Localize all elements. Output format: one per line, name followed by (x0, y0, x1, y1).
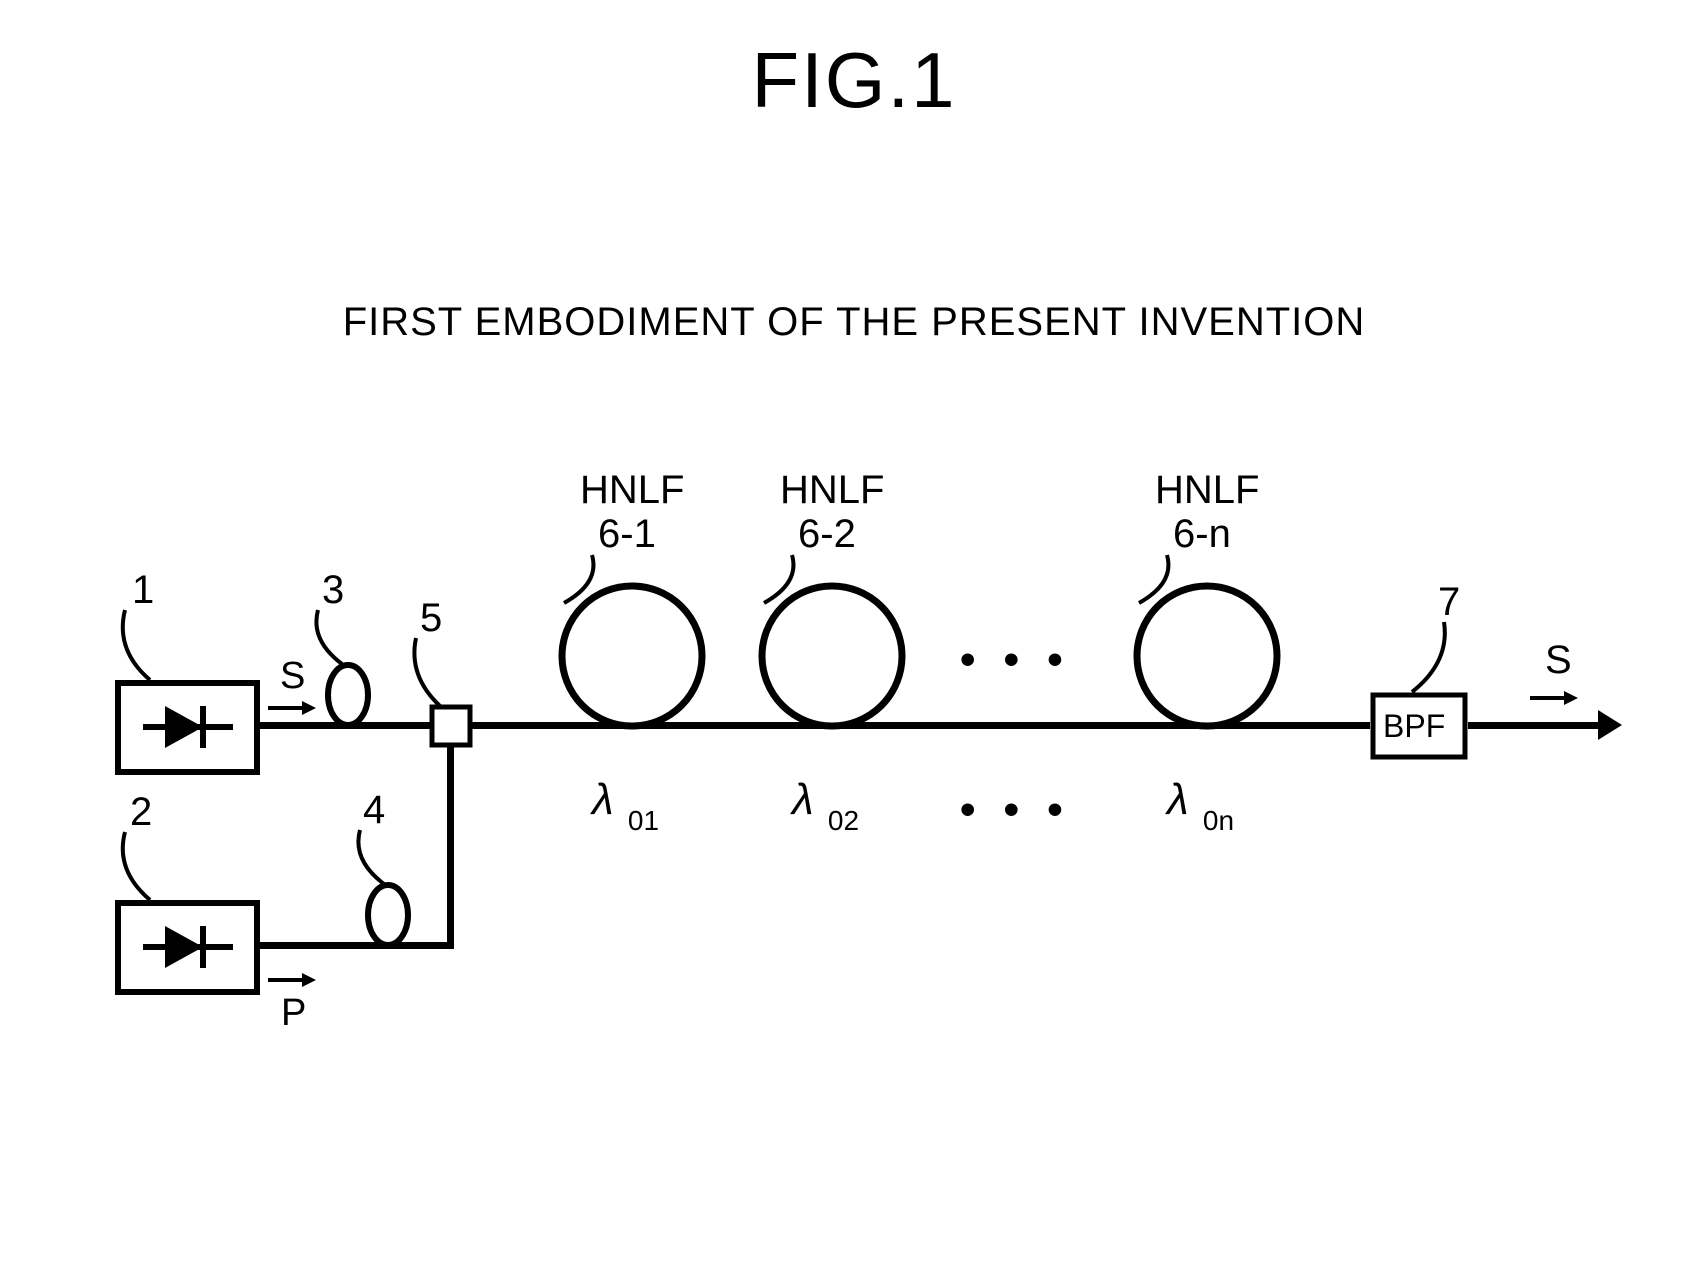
pump-horizontal-line (260, 942, 450, 949)
lambda-0n: λ 0n (1167, 775, 1232, 831)
output-arrowhead (1598, 710, 1628, 740)
leader-2 (115, 832, 185, 900)
lambda-02-sym: λ (792, 775, 814, 824)
pump-source-box (115, 900, 260, 995)
coil-ellipsis: • • • (960, 635, 1071, 685)
output-line (1468, 722, 1608, 729)
lambda-01: λ 01 (592, 775, 657, 831)
figure-caption-text: FIRST EMBODIMENT OF THE PRESENT INVENTIO… (343, 300, 1366, 344)
lambda-02-sub: 02 (828, 805, 859, 836)
figure-title: FIG.1 (0, 35, 1708, 126)
lambda-02: λ 02 (792, 775, 857, 831)
pc-3 (323, 662, 373, 732)
leader-6-2 (758, 555, 813, 605)
refnum-2: 2 (130, 790, 152, 835)
lambda-0n-sym: λ (1167, 775, 1189, 824)
hnlf-2-num: 6-2 (798, 512, 856, 557)
lambda-0n-sub: 0n (1203, 805, 1234, 836)
figure-canvas: FIG.1 FIRST EMBODIMENT OF THE PRESENT IN… (0, 0, 1708, 1261)
refnum-7: 7 (1438, 580, 1460, 625)
pc-4 (363, 882, 413, 952)
hnlf-1-top: HNLF (580, 468, 684, 513)
refnum-3: 3 (322, 568, 344, 613)
signal-s-label: S (280, 655, 305, 698)
signal-source-box (115, 680, 260, 775)
refnum-5: 5 (420, 596, 442, 641)
bpf-label: BPF (1383, 708, 1445, 745)
output-s-small-arrow (1530, 690, 1580, 706)
leader-1 (115, 610, 185, 680)
figure-caption: FIRST EMBODIMENT OF THE PRESENT INVENTIO… (0, 300, 1708, 345)
hnlf-n-num: 6-n (1173, 512, 1231, 557)
output-s-label: S (1545, 638, 1572, 683)
pump-vertical-line (447, 747, 454, 949)
pump-p-label: P (281, 992, 306, 1035)
pump-p-arrow (268, 972, 318, 988)
leader-5 (410, 638, 465, 708)
coupler-5 (430, 705, 472, 747)
leader-3 (310, 610, 370, 665)
refnum-4: 4 (363, 788, 385, 833)
figure-title-text: FIG.1 (751, 36, 956, 124)
lambda-01-sub: 01 (628, 805, 659, 836)
hnlf-2-top: HNLF (780, 468, 884, 513)
leader-4 (352, 830, 412, 885)
leader-7 (1400, 622, 1460, 692)
leader-6-n (1133, 555, 1188, 605)
lambda-01-sym: λ (592, 775, 614, 824)
hnlf-1-num: 6-1 (598, 512, 656, 557)
signal-s-arrow (268, 700, 318, 716)
leader-6-1 (558, 555, 613, 605)
lambda-ellipsis: • • • (960, 785, 1071, 835)
refnum-1: 1 (132, 568, 154, 613)
hnlf-n-top: HNLF (1155, 468, 1259, 513)
